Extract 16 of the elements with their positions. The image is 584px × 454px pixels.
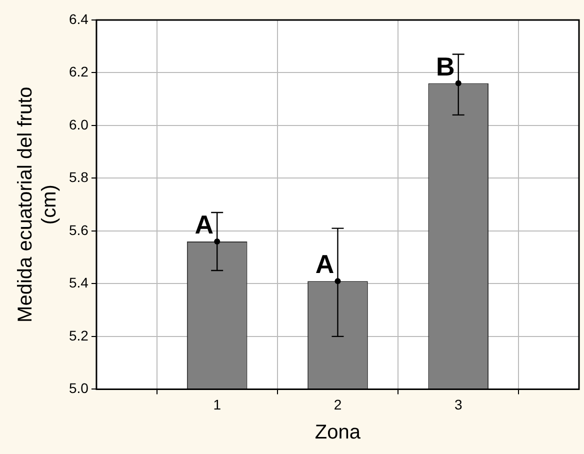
- y-tick-label: 6.0: [68, 116, 89, 132]
- x-tick-label: 2: [334, 396, 342, 412]
- x-axis-title: Zona: [314, 422, 362, 444]
- x-tick-label: 1: [213, 396, 222, 412]
- annotation: A: [194, 210, 214, 240]
- y-tick-label: 6.2: [68, 64, 89, 80]
- y-tick-label: 5.4: [68, 274, 89, 291]
- y-tick-label: 5.8: [68, 169, 89, 186]
- annotation: A: [315, 249, 334, 280]
- annotation: B: [436, 51, 455, 82]
- y-tick-label: 5.6: [68, 222, 89, 238]
- y-axis-title: Medida ecuatorial del fruto (cm): [14, 86, 61, 322]
- y-tick-label: 5.0: [68, 380, 89, 396]
- y-tick-label: 6.4: [68, 10, 89, 27]
- y-tick-label: 5.2: [68, 327, 89, 344]
- x-tick-label: 3: [454, 396, 462, 412]
